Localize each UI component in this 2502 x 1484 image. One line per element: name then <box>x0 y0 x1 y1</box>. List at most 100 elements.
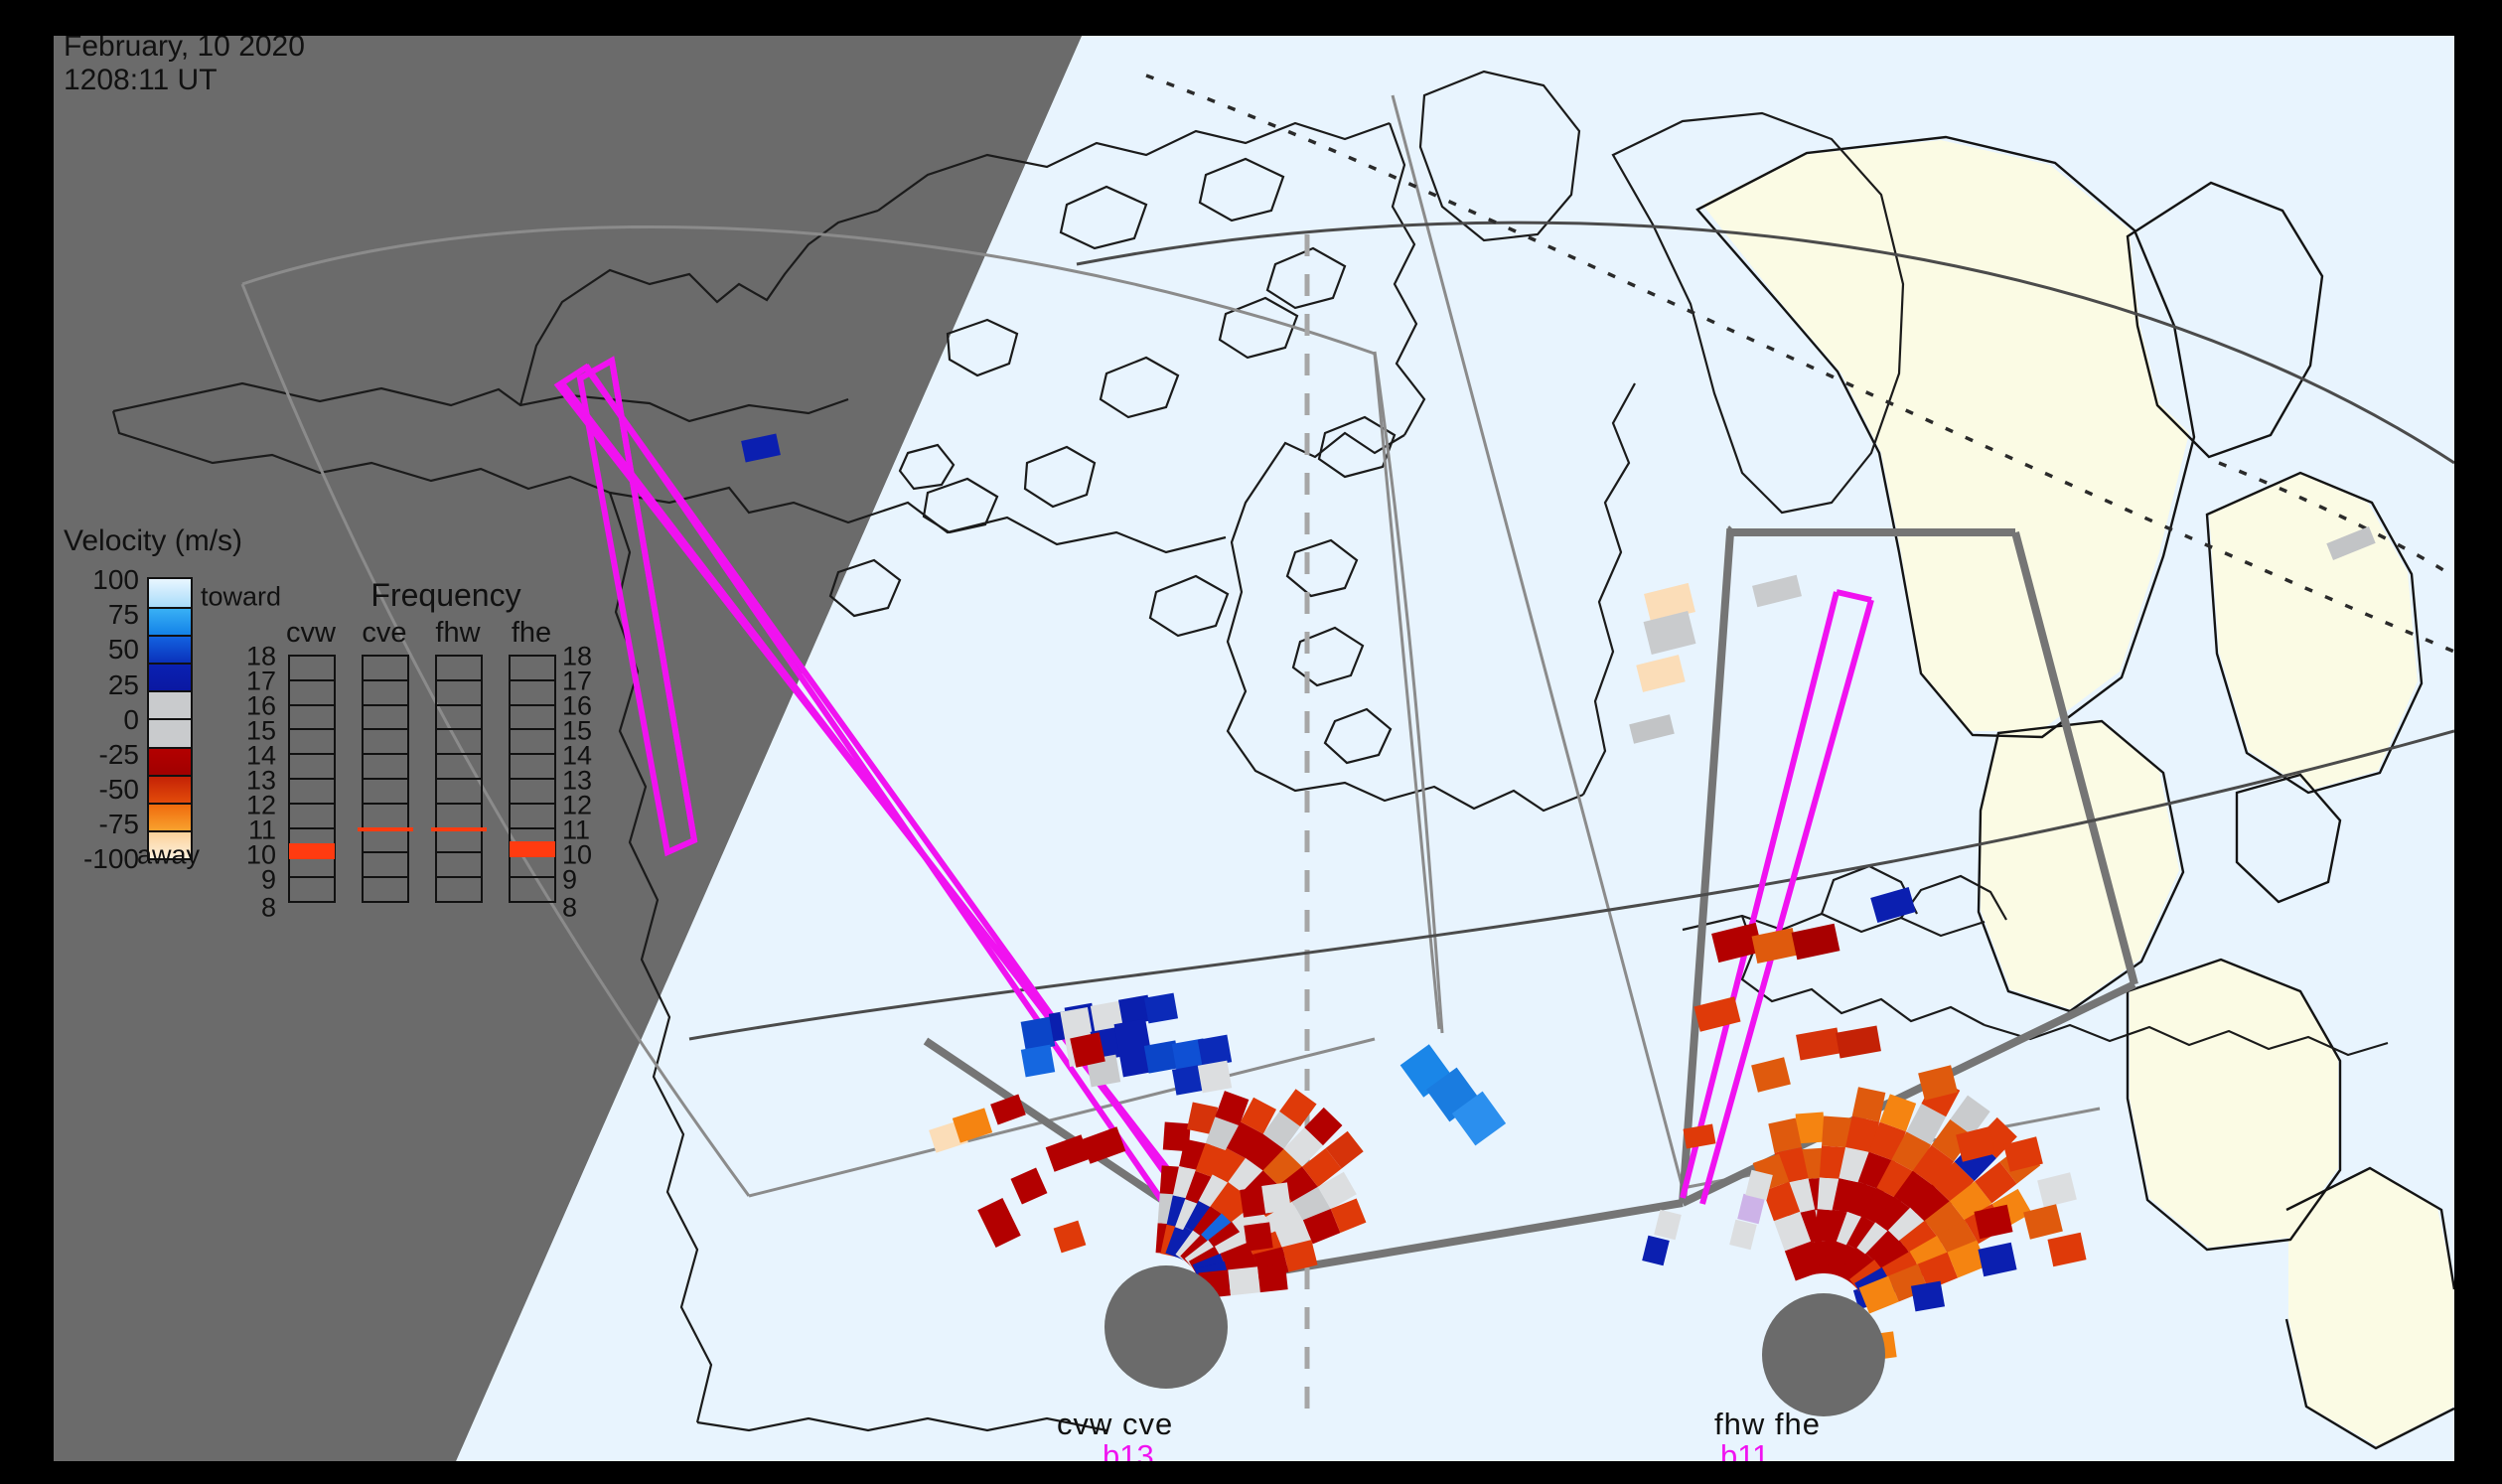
freq-cell <box>364 706 407 731</box>
freq-tick-right-18: 18 <box>562 641 593 671</box>
daylight-region <box>54 36 2454 1461</box>
freq-cell <box>290 730 334 756</box>
freq-cell <box>290 805 334 829</box>
freq-cell <box>364 805 407 829</box>
freq-cell <box>290 706 334 731</box>
freq-cell <box>437 730 481 756</box>
colorbar-segment-9 <box>149 829 191 858</box>
velocity-scatter <box>741 433 2376 1416</box>
freq-tick-left-10: 10 <box>245 839 276 870</box>
freq-tick-left-8: 8 <box>260 892 276 923</box>
freq-tick-left-15: 15 <box>245 715 276 746</box>
freq-cell <box>364 780 407 805</box>
freq-cell <box>364 853 407 879</box>
freq-tick-right-12: 12 <box>562 790 593 820</box>
freq-cell <box>364 730 407 756</box>
velocity-tick-n75: -75 <box>98 809 139 839</box>
freq-cell <box>364 878 407 901</box>
colorbar-segment-1 <box>149 607 191 636</box>
freq-tick-left-11: 11 <box>247 815 276 845</box>
freq-marker-fhe <box>510 840 555 857</box>
velocity-tick-25: 25 <box>107 669 139 700</box>
freq-column-fhw[interactable] <box>431 655 487 903</box>
freq-header-fhw: fhw <box>435 617 481 649</box>
freq-cell <box>437 657 481 681</box>
velocity-tick-n100: -100 <box>82 843 139 874</box>
velocity-tick-n25: -25 <box>98 739 139 770</box>
freq-cell <box>290 853 334 879</box>
colorbar-segment-7 <box>149 774 191 803</box>
freq-cell <box>290 755 334 780</box>
site-names-fh: fhw fhe <box>1714 1407 1821 1441</box>
freq-tick-left-13: 13 <box>245 765 276 796</box>
freq-cell <box>511 755 554 780</box>
freq-cell <box>437 780 481 805</box>
frequency-legend: Frequency cvw cve fhw fhe <box>246 577 610 923</box>
freq-tick-left-14: 14 <box>245 740 276 771</box>
freq-cell <box>511 730 554 756</box>
site-label-fh: fhw fhe b11 <box>1714 1407 1821 1461</box>
freq-cell <box>437 805 481 829</box>
freq-tick-right-11: 11 <box>562 815 591 845</box>
colorbar-segment-3 <box>149 663 191 691</box>
freq-cell <box>437 853 481 879</box>
freq-cell <box>431 826 487 854</box>
velocity-away-label: away <box>137 839 201 870</box>
colorbar-segment-0 <box>149 579 191 608</box>
coastlines <box>111 70 2389 1432</box>
freq-column-cvw[interactable] <box>288 655 336 903</box>
freq-tick-right-9: 9 <box>562 864 578 895</box>
freq-cell <box>437 706 481 731</box>
colorbar-segment-6 <box>149 746 191 775</box>
frequency-legend-title: Frequency <box>370 577 521 613</box>
beam-b11-ray <box>1680 589 1874 1205</box>
velocity-colorbar[interactable] <box>147 577 193 860</box>
site-label-cv: cvw cve b13 <box>1057 1407 1173 1461</box>
freq-cell <box>290 681 334 706</box>
freq-cell <box>437 681 481 706</box>
velocity-toward-label: toward <box>201 581 282 612</box>
freq-cell <box>437 878 481 901</box>
centre-blue-patch <box>1399 1044 1507 1146</box>
freq-cell <box>511 657 554 681</box>
freq-cell <box>511 681 554 706</box>
freq-tick-right-15: 15 <box>562 715 593 746</box>
freq-marker-cve <box>358 826 413 831</box>
colorbar-segment-2 <box>149 635 191 664</box>
freq-tick-left-18: 18 <box>245 641 276 671</box>
colorbar-segment-8 <box>149 802 191 830</box>
freq-header-cve: cve <box>362 617 407 649</box>
freq-header-fhe: fhe <box>511 617 552 649</box>
freq-tick-right-8: 8 <box>562 892 578 923</box>
freq-cell <box>511 853 554 879</box>
colorbar-segment-5 <box>149 718 191 747</box>
freq-column-cve[interactable] <box>358 655 413 903</box>
freq-cell <box>511 805 554 829</box>
map-canvas <box>54 36 2454 1461</box>
radar-map-panel[interactable]: February, 10 2020 1208:11 UT Velocity (m… <box>54 36 2454 1461</box>
velocity-legend: Velocity (m/s) 100 75 50 25 0 -25 -50 -7… <box>54 503 610 900</box>
freq-cell <box>511 780 554 805</box>
velocity-tick-75: 75 <box>107 599 139 630</box>
freq-tick-left-9: 9 <box>260 864 276 895</box>
freq-marker-cvw <box>289 842 335 859</box>
freq-cell <box>290 780 334 805</box>
velocity-tick-n50: -50 <box>98 774 139 805</box>
site-names-cv: cvw cve <box>1057 1407 1174 1441</box>
freq-tick-right-16: 16 <box>562 690 593 721</box>
freq-column-fhe[interactable] <box>509 655 556 903</box>
site-beam-fh: b11 <box>1720 1438 1770 1461</box>
freq-tick-left-17: 17 <box>245 666 276 696</box>
freq-tick-right-17: 17 <box>562 666 593 696</box>
site-beam-cv: b13 <box>1103 1438 1154 1461</box>
velocity-legend-title: Velocity (m/s) <box>64 524 243 557</box>
beam-b11-patches <box>1642 1169 1773 1266</box>
freq-tick-right-13: 13 <box>562 765 593 796</box>
velocity-tick-0: 0 <box>123 704 139 735</box>
freq-cell <box>289 829 335 859</box>
colorbar-segment-4 <box>149 690 191 719</box>
freq-tick-left-16: 16 <box>245 690 276 721</box>
freq-cell <box>364 681 407 706</box>
freq-cell <box>511 878 554 901</box>
